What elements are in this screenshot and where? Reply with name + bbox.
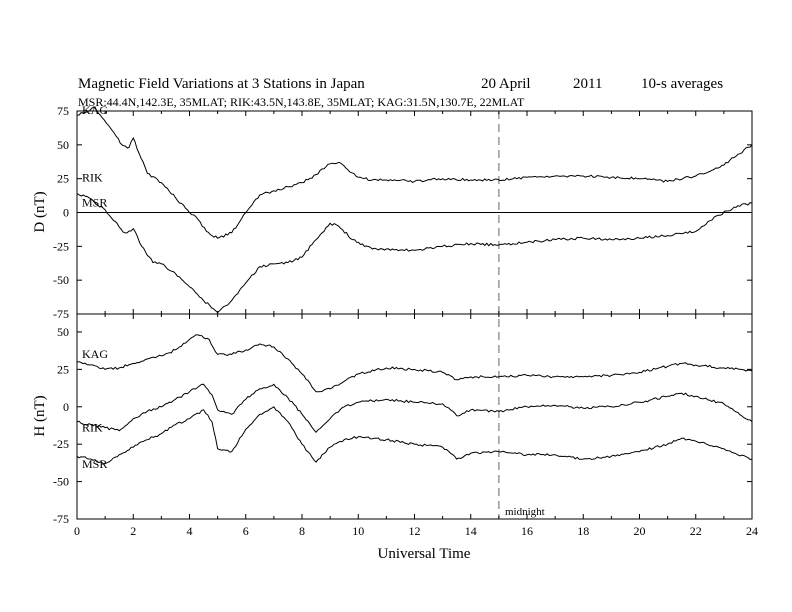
chart-title: Magnetic Field Variations at 3 Stations … <box>78 76 365 92</box>
x-tick-label: 8 <box>299 524 305 538</box>
x-tick-label: 24 <box>746 524 758 538</box>
y-tick-label: -75 <box>53 512 69 526</box>
x-tick-label: 16 <box>521 524 533 538</box>
station-label-d-msr: MSR <box>82 196 107 210</box>
series-line-d-rik <box>76 193 753 314</box>
y-tick-label: -25 <box>53 239 69 253</box>
series-labels: KAG RIK KAG RIK MSR MSR <box>82 103 108 471</box>
x-tick-label: 4 <box>187 524 193 538</box>
x-tick-label: 10 <box>352 524 364 538</box>
h-panel-frame <box>76 313 753 520</box>
station-label-h-kag: KAG <box>82 347 108 361</box>
series-line-h-rik <box>76 383 753 433</box>
x-tick-label: 20 <box>634 524 646 538</box>
series-line-h-msr <box>76 406 753 465</box>
chart-year: 2011 <box>573 76 602 92</box>
y-tick-label: 50 <box>57 138 69 152</box>
y-tick-label: -25 <box>53 437 69 451</box>
y-tick-label: 25 <box>57 362 69 376</box>
x-tick-label: 2 <box>130 524 136 538</box>
series-line-d-kag <box>76 106 753 239</box>
series-line-h-kag <box>76 334 753 393</box>
x-tick-label: 22 <box>690 524 702 538</box>
x-axis-label: Universal Time <box>378 546 471 562</box>
midnight-label: midnight <box>505 506 545 518</box>
station-label-h-rik: RIK <box>82 421 103 435</box>
y-tick-label: 0 <box>63 400 69 414</box>
y-tick-label: 25 <box>57 172 69 186</box>
y-tick-label: 50 <box>57 325 69 339</box>
station-label-d-kag: KAG <box>82 103 108 117</box>
x-tick-label: 0 <box>74 524 80 538</box>
y-tick-label: 75 <box>57 104 69 118</box>
y-tick-label: -50 <box>53 273 69 287</box>
x-tick-label: 14 <box>465 524 477 538</box>
x-tick-label: 18 <box>577 524 589 538</box>
h-panel-y-axis-label: H (nT) <box>32 395 48 436</box>
series-lines <box>76 106 753 465</box>
station-label-h-msr: MSR <box>82 457 107 471</box>
y-tick-label: -75 <box>53 307 69 321</box>
station-label-d-rik: RIK <box>82 171 103 185</box>
chart-subtitle: MSR:44.4N,142.3E, 35MLAT; RIK:43.5N,143.… <box>78 95 525 109</box>
chart-averaging-note: 10-s averages <box>641 76 723 92</box>
x-tick-label: 6 <box>243 524 249 538</box>
y-tick-label: -50 <box>53 475 69 489</box>
chart-date: 20 April <box>481 76 531 92</box>
x-tick-label: 12 <box>409 524 421 538</box>
y-tick-label: 0 <box>63 206 69 220</box>
axis-ticks: 0 2 4 6 8 10 12 14 16 18 20 22 247550250-25-50-75502… <box>53 104 758 538</box>
d-panel-y-axis-label: D (nT) <box>32 191 48 232</box>
